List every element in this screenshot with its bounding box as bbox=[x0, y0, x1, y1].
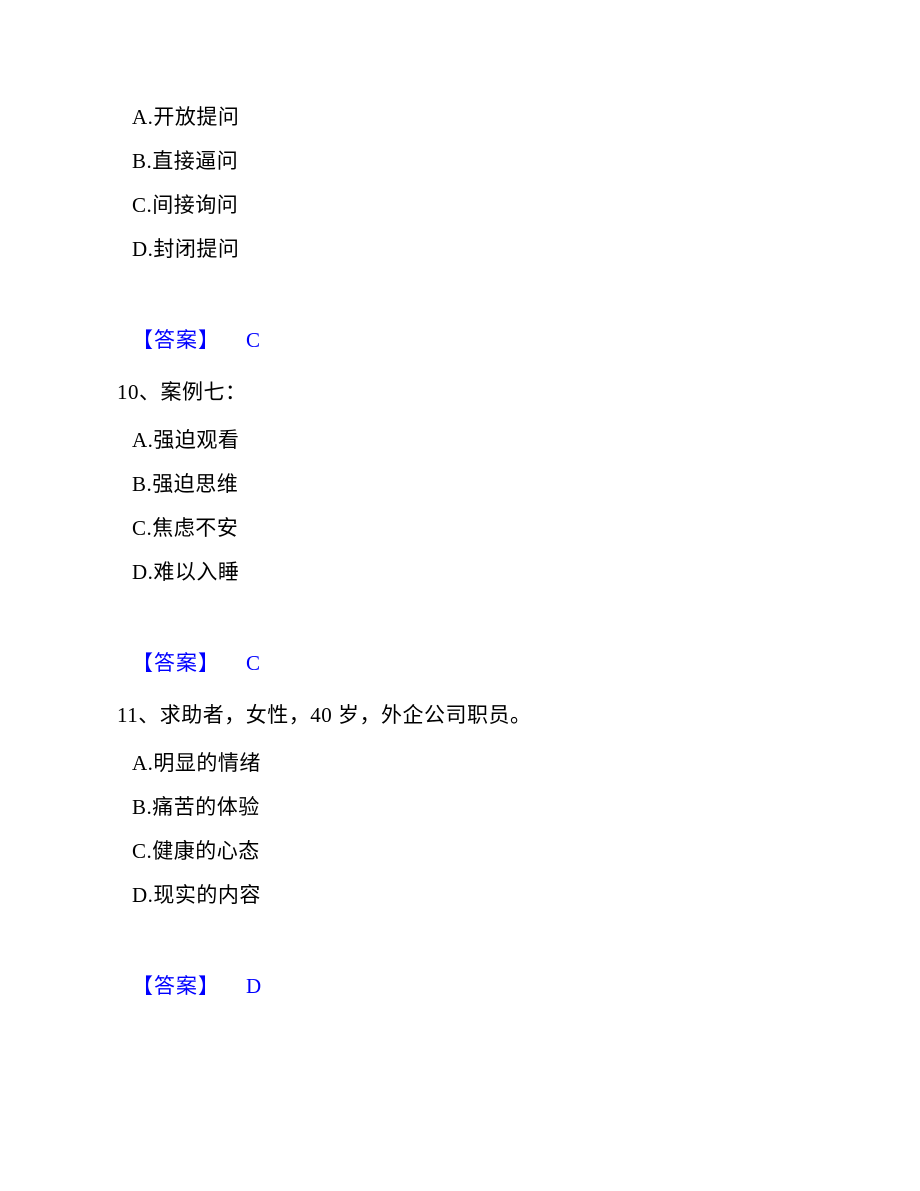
option-c: C.间接询问 bbox=[132, 195, 820, 216]
option-a: A.开放提问 bbox=[132, 107, 820, 128]
answer-value: C bbox=[246, 328, 261, 352]
question-11-answer-block: 【答案】 D bbox=[132, 970, 820, 1000]
option-b: B.痛苦的体验 bbox=[132, 797, 820, 818]
question-10-stem: 10、案例七： bbox=[117, 376, 820, 406]
answer-label: 【答案】 bbox=[132, 974, 220, 998]
question-10-answer-block: 【答案】C 11、求助者，女性，40 岁，外企公司职员。 A.明显的情绪 B.痛… bbox=[132, 647, 820, 906]
question-11-stem: 11、求助者，女性，40 岁，外企公司职员。 bbox=[117, 699, 820, 729]
option-a: A.强迫观看 bbox=[132, 430, 820, 451]
answer-line: 【答案】 C bbox=[132, 324, 820, 354]
option-b: B.直接逼问 bbox=[132, 151, 820, 172]
answer-line: 【答案】 C bbox=[132, 647, 820, 677]
option-a: A.明显的情绪 bbox=[132, 753, 820, 774]
option-b: B.强迫思维 bbox=[132, 474, 820, 495]
option-d: D.难以入睡 bbox=[132, 562, 820, 583]
option-c: C.健康的心态 bbox=[132, 841, 820, 862]
option-d: D.现实的内容 bbox=[132, 885, 820, 906]
answer-line: 【答案】 D bbox=[132, 970, 820, 1000]
question-9-options: A.开放提问 B.直接逼问 C.间接询问 D.封闭提问 bbox=[132, 107, 820, 260]
option-c: C.焦虑不安 bbox=[132, 518, 820, 539]
question-9-answer-block: 【答案】C 10、案例七： A.强迫观看 B.强迫思维 C.焦虑不安 D.难以入… bbox=[132, 324, 820, 583]
answer-label: 【答案】 bbox=[132, 651, 220, 675]
answer-label: 【答案】 bbox=[132, 328, 220, 352]
answer-value: D bbox=[246, 974, 262, 998]
option-d: D.封闭提问 bbox=[132, 239, 820, 260]
answer-value: C bbox=[246, 651, 261, 675]
